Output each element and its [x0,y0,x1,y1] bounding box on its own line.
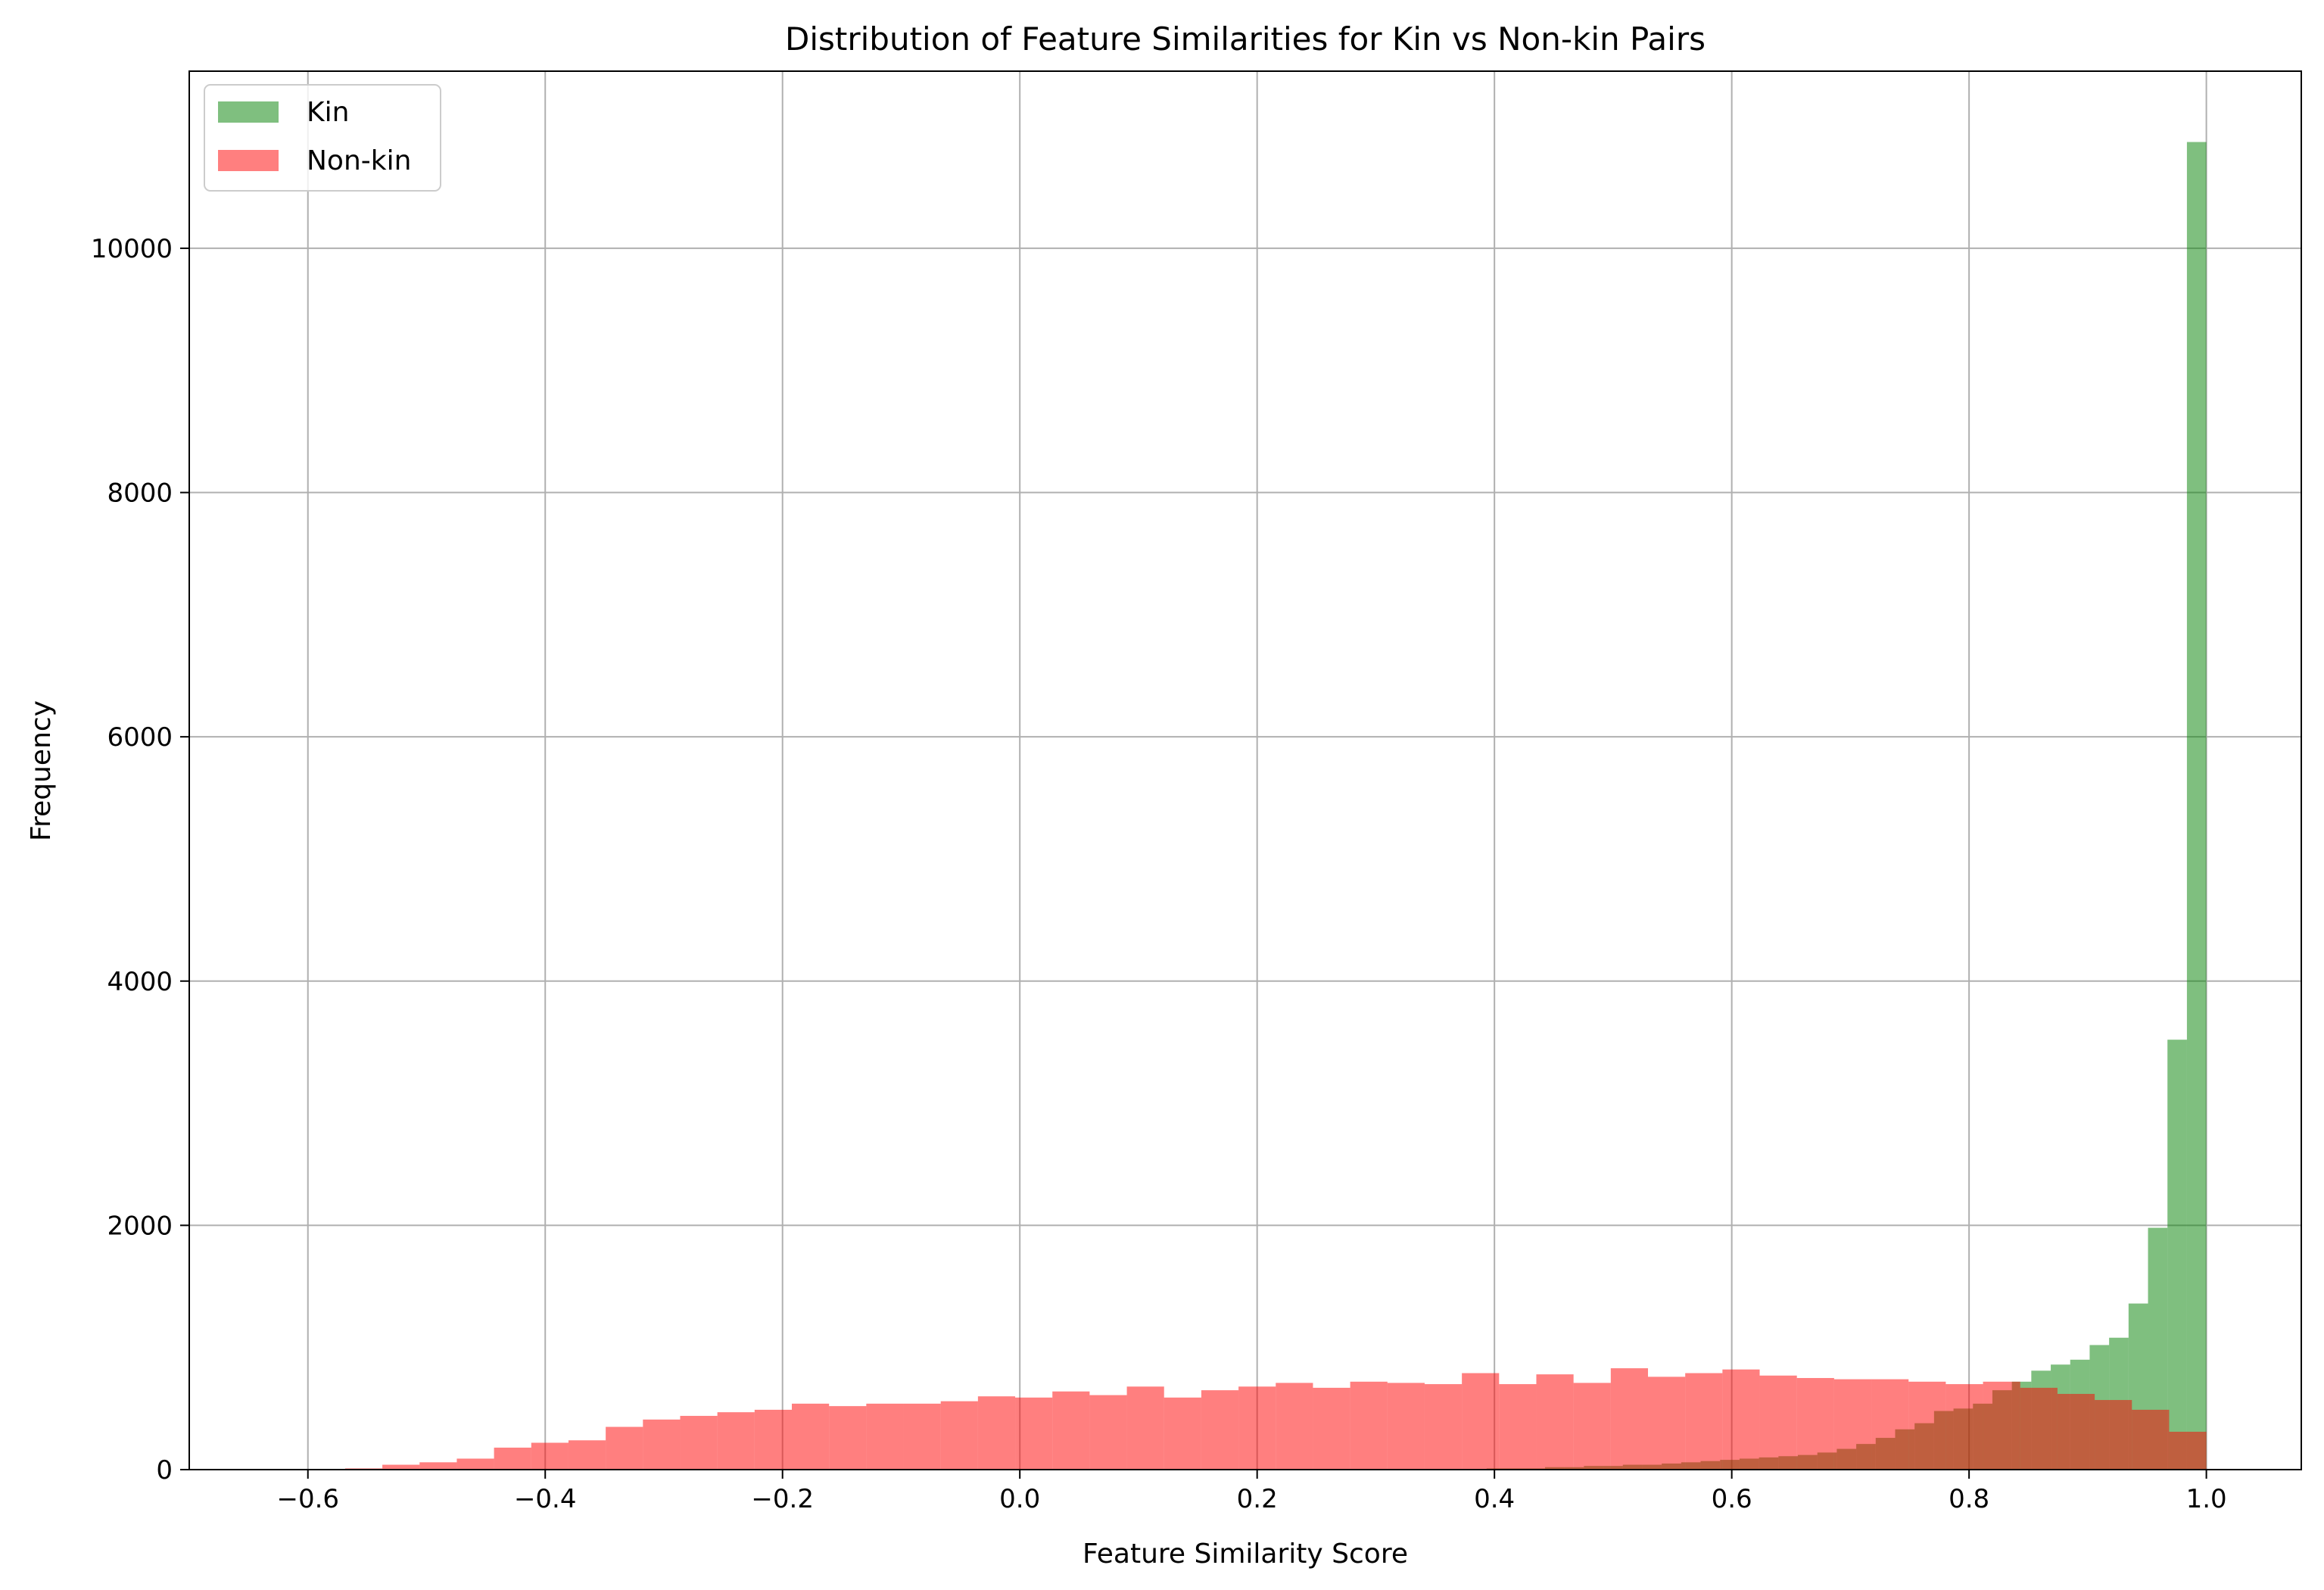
histogram-bars [344,142,2207,1470]
y-tick-label: 10000 [91,234,173,264]
x-tick-label: 1.0 [2186,1484,2227,1514]
non-kin-bar [1908,1381,1946,1470]
non-kin-bar [494,1447,531,1470]
non-kin-bar [1983,1381,2020,1470]
legend-label-kin: Kin [307,97,349,128]
non-kin-bar [1722,1369,1760,1470]
y-axis-label: Frequency [26,700,57,841]
y-tick-label: 4000 [107,967,173,997]
non-kin-bar [1238,1386,1276,1470]
non-kin-bar [1685,1373,1723,1470]
non-kin-bar [903,1403,941,1470]
kin-bar [2186,142,2207,1470]
non-kin-bar [977,1396,1016,1470]
x-tick-label: −0.4 [514,1484,577,1514]
non-kin-bar [1647,1376,1686,1470]
plot-area [189,71,2301,1470]
non-kin-bar [1126,1386,1164,1470]
x-axis-ticks: −0.6 −0.4 −0.2 0.0 0.2 0.4 0.6 0.8 1.0 [276,1470,2227,1514]
chart-title: Distribution of Feature Similarities for… [785,20,1706,58]
non-kin-bar [2057,1393,2095,1470]
non-kin-bar [1462,1373,1500,1470]
non-kin-bar [866,1403,904,1470]
y-tick-label: 6000 [107,722,173,753]
non-kin-bar [1052,1391,1090,1470]
non-kin-bar [1164,1397,1201,1470]
non-kin-bar [1387,1383,1425,1470]
non-kin-bar [1424,1384,1463,1470]
legend-swatch-non-kin [218,150,279,171]
legend-swatch-kin [218,101,279,123]
non-kin-bar [754,1409,793,1470]
non-kin-bar [1499,1384,1537,1470]
x-tick-label: 0.6 [1712,1484,1752,1514]
non-kin-bar [1573,1383,1611,1470]
non-kin-bar [1276,1383,1313,1470]
x-tick-label: 0.0 [999,1484,1040,1514]
non-kin-bar [792,1403,830,1470]
kin-bar [2167,1040,2187,1470]
non-kin-bar [2095,1400,2132,1470]
non-kin-bar [419,1462,457,1470]
non-kin-bar [382,1464,420,1470]
non-kin-bar [1945,1384,1983,1470]
y-axis-ticks: 0 2000 4000 6000 8000 10000 [91,234,189,1486]
non-kin-bar [2132,1409,2170,1470]
x-tick-label: 0.2 [1237,1484,1278,1514]
non-kin-bar [1871,1379,1909,1470]
series-non-kin-bars [344,1368,2207,1470]
x-tick-label: 0.8 [1949,1484,1989,1514]
legend-label-non-kin: Non-kin [307,145,411,176]
non-kin-bar [2020,1387,2058,1470]
non-kin-bar [1089,1395,1127,1470]
non-kin-bar [1833,1379,1872,1470]
y-tick-label: 2000 [107,1211,173,1241]
non-kin-bar [940,1401,978,1470]
non-kin-bar [1536,1374,1574,1470]
non-kin-bar [1759,1375,1797,1470]
non-kin-bar [1350,1381,1388,1470]
non-kin-bar [717,1412,755,1470]
x-axis-label: Feature Similarity Score [1083,1539,1408,1570]
plot-frame [188,70,2302,1470]
non-kin-bar [1313,1387,1350,1470]
non-kin-bar [829,1406,867,1470]
non-kin-bar [531,1442,569,1470]
non-kin-bar [1610,1368,1648,1470]
non-kin-bar [1796,1378,1834,1470]
non-kin-bar [456,1458,494,1470]
x-tick-label: −0.2 [751,1484,814,1514]
non-kin-bar [643,1419,681,1470]
x-tick-label: 0.4 [1474,1484,1515,1514]
y-tick-label: 8000 [107,479,173,509]
non-kin-bar [680,1416,718,1470]
non-kin-bar [1015,1397,1053,1470]
non-kin-bar [568,1440,606,1470]
non-kin-bar [2169,1431,2207,1470]
y-tick-label: 0 [156,1455,173,1486]
x-tick-label: −0.6 [276,1484,339,1514]
non-kin-bar [1201,1390,1239,1470]
legend: Kin Non-kin [204,84,441,192]
non-kin-bar [606,1426,643,1470]
